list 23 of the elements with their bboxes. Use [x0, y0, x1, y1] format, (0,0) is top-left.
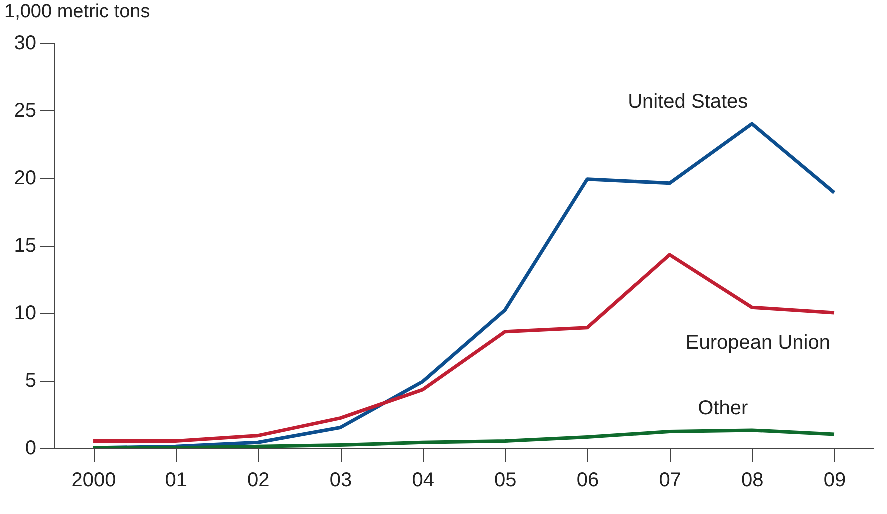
series-label: Other: [698, 397, 748, 420]
y-tick-label: 5: [25, 370, 36, 392]
y-tick-label: 15: [14, 235, 36, 257]
line-series: [92, 428, 836, 448]
line-series: [92, 253, 836, 443]
y-tick-label: 25: [14, 100, 36, 122]
series-label: European Union: [686, 332, 830, 354]
x-tick-label: 2000: [72, 470, 116, 492]
x-tick-label: 09: [824, 470, 846, 492]
x-tick-label: 07: [659, 470, 682, 492]
x-tick-label: 08: [742, 470, 764, 492]
x-tick-label: 02: [248, 470, 270, 492]
y-tick-label: 30: [14, 32, 36, 54]
y-tick-label: 20: [14, 168, 36, 190]
x-tick-label: 06: [576, 470, 600, 492]
series-label: United States: [628, 91, 748, 113]
y-tick-label: 0: [25, 438, 36, 460]
x-tick-label: 04: [412, 470, 434, 492]
x-tick-label: 05: [494, 470, 517, 492]
y-tick-label: 10: [14, 302, 36, 324]
y-axis-title: 1,000 metric tons: [4, 2, 150, 22]
x-tick-label: 01: [165, 470, 188, 492]
x-tick-label: 03: [330, 470, 352, 492]
